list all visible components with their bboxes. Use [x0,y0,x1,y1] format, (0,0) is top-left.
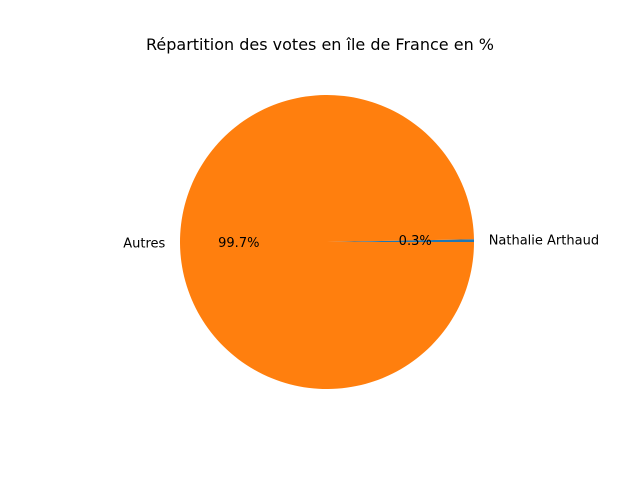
slice-label-1: Autres [123,237,165,252]
pie-slices [180,94,474,389]
slice-percent-1: 99.7% [218,236,259,251]
slice-label-0: Nathalie Arthaud [489,233,599,248]
slice-percent-0: 0.3% [399,234,432,249]
pie-slice-0 [327,239,474,242]
pie-slice-1 [180,94,474,389]
pie-labels: Nathalie Arthaud 0.3% Autres 99.7% [123,233,599,251]
chart-title: Répartition des votes en île de France e… [146,35,494,54]
